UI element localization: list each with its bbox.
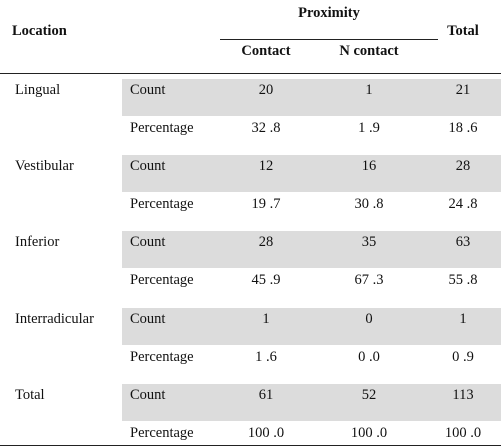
cell-total: 24 .8 (448, 196, 478, 212)
stat-label: Count (130, 387, 166, 403)
cell-n-contact: 0 (365, 311, 373, 327)
location-label: Total (15, 387, 45, 403)
stat-label: Percentage (130, 272, 194, 288)
stat-label: Count (130, 158, 166, 174)
cell-contact: 20 (258, 82, 274, 98)
stat-label: Percentage (130, 120, 194, 136)
cell-total: 113 (452, 387, 474, 403)
cell-contact: 28 (258, 234, 274, 250)
count-row-bg (122, 79, 501, 116)
location-label: Inferior (15, 234, 60, 250)
cell-contact: 61 (258, 387, 274, 403)
header-bottom-rule (0, 73, 501, 74)
cell-contact: 1 .6 (255, 349, 277, 365)
stat-label: Percentage (130, 196, 194, 212)
cell-total: 1 (459, 311, 467, 327)
cell-total: 100 .0 (444, 425, 482, 441)
header-total: Total (447, 23, 479, 39)
header-contact: Contact (241, 43, 291, 59)
location-label: Interradicular (15, 311, 94, 327)
cell-n-contact: 0 .0 (358, 349, 380, 365)
location-label: Vestibular (15, 158, 74, 174)
header-location: Location (12, 23, 67, 39)
header-n-contact: N contact (339, 43, 399, 59)
cell-total: 28 (455, 158, 471, 174)
stat-label: Count (130, 311, 166, 327)
cell-n-contact: 67 .3 (354, 272, 384, 288)
count-row-bg (122, 308, 501, 345)
cell-n-contact: 52 (361, 387, 377, 403)
cell-total: 0 .9 (452, 349, 474, 365)
count-row-bg (122, 155, 501, 192)
cell-contact: 45 .9 (251, 272, 281, 288)
cell-contact: 100 .0 (247, 425, 285, 441)
cell-contact: 32 .8 (251, 120, 281, 136)
cell-n-contact: 30 .8 (354, 196, 384, 212)
cell-n-contact: 100 .0 (350, 425, 388, 441)
stat-label: Count (130, 234, 166, 250)
cell-total: 63 (455, 234, 471, 250)
location-label: Lingual (15, 82, 61, 98)
cell-total: 21 (455, 82, 471, 98)
stat-label: Count (130, 82, 166, 98)
cell-n-contact: 35 (361, 234, 377, 250)
count-row-bg (122, 384, 501, 421)
table-bottom-rule (0, 445, 501, 446)
cell-n-contact: 16 (361, 158, 377, 174)
stat-label: Percentage (130, 349, 194, 365)
cell-contact: 12 (258, 158, 274, 174)
cell-n-contact: 1 (365, 82, 373, 98)
cell-contact: 19 .7 (251, 196, 281, 212)
cell-contact: 1 (262, 311, 270, 327)
count-row-bg (122, 231, 501, 268)
stat-label: Percentage (130, 425, 194, 441)
cell-n-contact: 1 .9 (358, 120, 380, 136)
proximity-underline (220, 39, 438, 40)
cell-total: 18 .6 (448, 120, 478, 136)
cell-total: 55 .8 (448, 272, 478, 288)
header-proximity: Proximity (298, 5, 360, 21)
